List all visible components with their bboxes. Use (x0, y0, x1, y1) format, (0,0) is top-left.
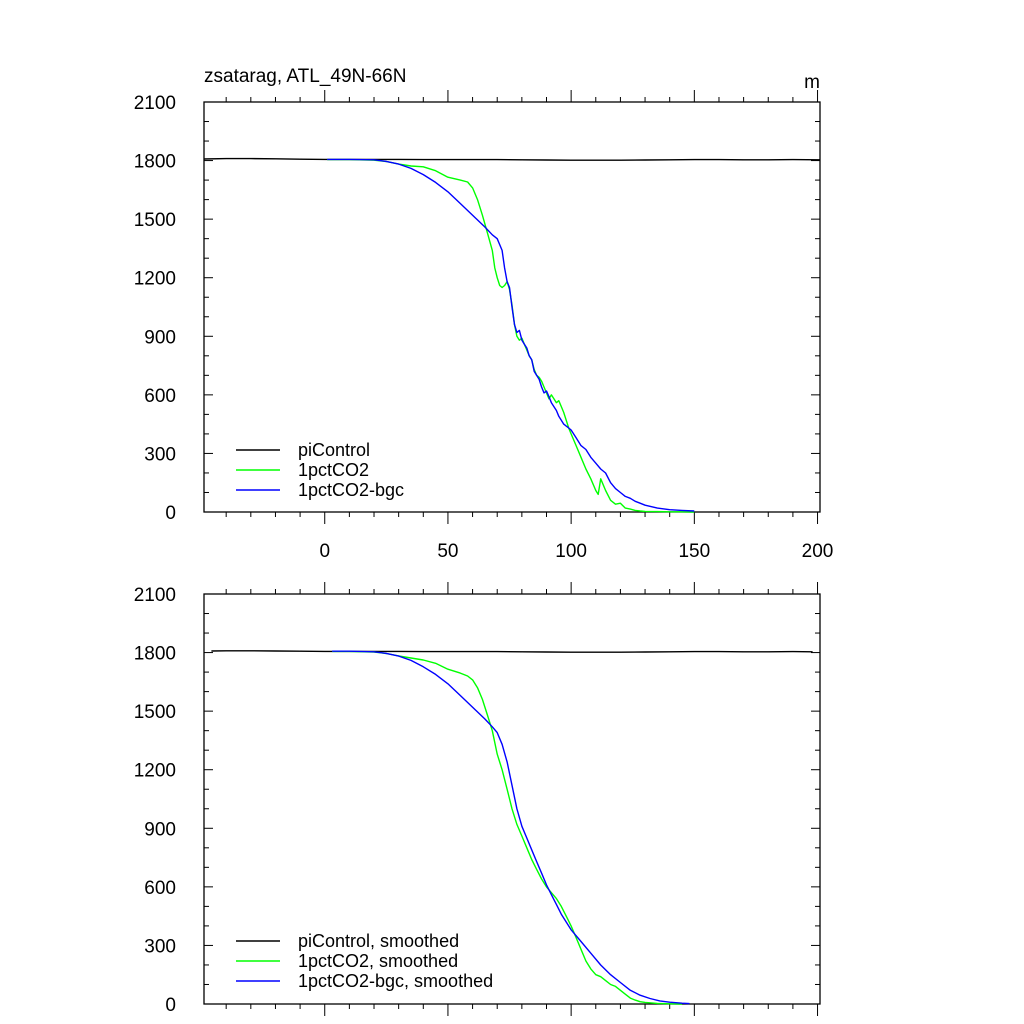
series-line-1 (211, 650, 813, 653)
x-tick-label: 0 (319, 541, 330, 562)
y-tick-label: 1200 (134, 761, 176, 782)
y-tick-label: 600 (144, 878, 176, 899)
plot-frame (203, 101, 821, 513)
chart-title: zsatarag, ATL_49N-66N (204, 66, 406, 87)
units-label: m (804, 72, 820, 93)
legend-label: 1pctCO2-bgc (298, 480, 404, 500)
y-tick-label: 300 (144, 936, 176, 957)
legend-label: 1pctCO2-bgc, smoothed (298, 971, 493, 991)
plot-frame (203, 593, 821, 1005)
series-line-1 (203, 157, 821, 161)
y-tick-label: 2100 (134, 585, 176, 606)
y-tick-label: 0 (165, 503, 176, 524)
legend-label: piControl, smoothed (298, 931, 459, 951)
x-tick-label: 200 (802, 541, 834, 562)
panel-bottom: 0 300 600 900 1200 1500 1800 2100 piControl, smo… (134, 582, 821, 1016)
y-tick-label: 600 (144, 386, 176, 407)
x-tick-label: 50 (437, 541, 458, 562)
legend-label: 1pctCO2 (298, 460, 369, 480)
series-line-2 (332, 650, 683, 1005)
y-tick-label: 1500 (134, 210, 176, 231)
x-tick-label: 100 (555, 541, 587, 562)
y-tick-label: 900 (144, 327, 176, 348)
y-tick-label: 1800 (134, 644, 176, 665)
series-line-2 (327, 158, 695, 513)
series-line-3 (332, 650, 690, 1005)
y-tick-label: 900 (144, 819, 176, 840)
series-line-3 (327, 158, 695, 512)
y-tick-label: 300 (144, 444, 176, 465)
y-tick-label: 1500 (134, 702, 176, 723)
legend-label: 1pctCO2, smoothed (298, 951, 458, 971)
y-tick-label: 1800 (134, 152, 176, 173)
y-tick-label: 0 (165, 995, 176, 1016)
legend-label: piControl (298, 440, 370, 460)
panel-top: 0 300 600 900 1200 1500 1800 2100 0 50 100 150 200 zs… (134, 66, 834, 562)
y-tick-label: 1200 (134, 269, 176, 290)
y-tick-label: 2100 (134, 93, 176, 114)
x-tick-label: 150 (678, 541, 710, 562)
